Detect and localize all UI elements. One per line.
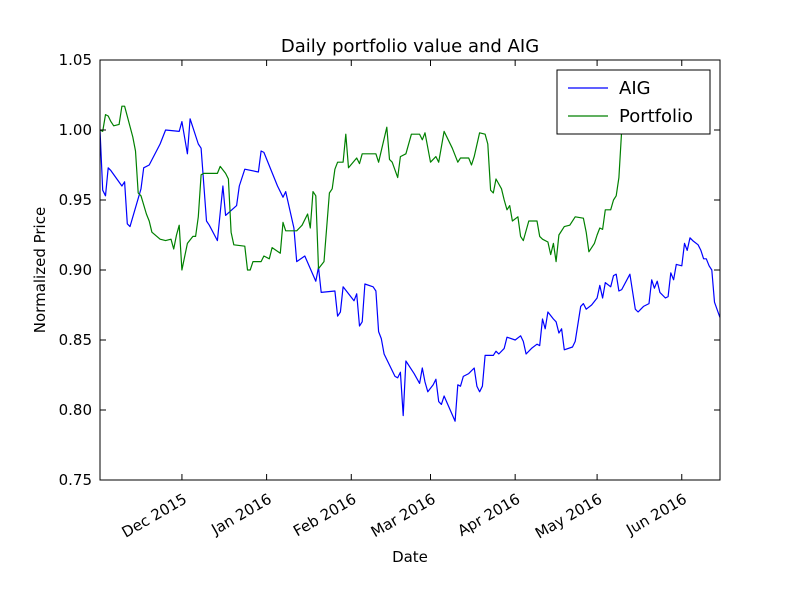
legend-label-aig: AIG [619, 78, 651, 99]
chart-title: Daily portfolio value and AIG [281, 36, 539, 57]
y-axis-label: Normalized Price [31, 207, 49, 333]
y-tick-label: 0.85 [59, 331, 92, 349]
y-tick-label: 1.00 [59, 121, 92, 139]
legend-box [556, 69, 711, 135]
y-tick-label: 0.95 [59, 191, 92, 209]
y-tick-label: 1.05 [59, 51, 92, 69]
series-line-aig [100, 118, 720, 422]
y-tick-label: 0.75 [59, 471, 92, 489]
legend: AIG Portfolio [556, 69, 711, 135]
series-layer [100, 100, 720, 422]
y-axis: 0.75 0.80 0.85 0.90 0.95 1.00 1.05 [59, 51, 720, 489]
legend-label-portfolio: Portfolio [619, 106, 693, 127]
y-tick-label: 0.80 [59, 401, 92, 419]
series-line-portfolio [100, 100, 631, 271]
y-tick-label: 0.90 [59, 261, 92, 279]
x-axis-label: Date [392, 548, 428, 566]
